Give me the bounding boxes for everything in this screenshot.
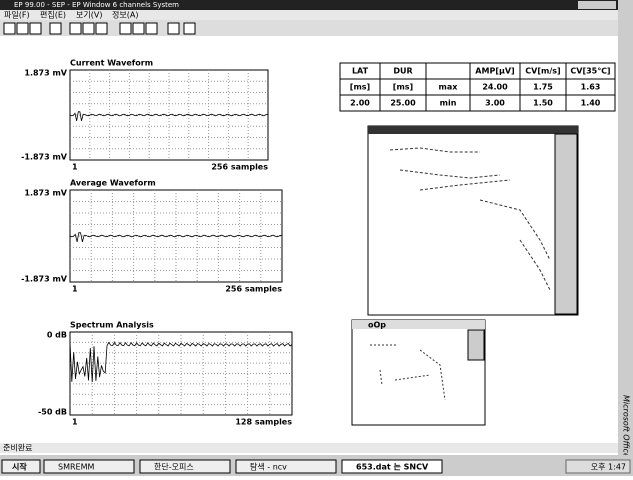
x-axis-end: 256 samples <box>225 285 282 294</box>
tool-button[interactable] <box>168 23 179 34</box>
task-label[interactable]: 탐색 - ncv <box>250 462 287 472</box>
window-controls[interactable] <box>578 1 616 9</box>
table-value: 1.50 <box>533 99 553 108</box>
panel-title: Average Waveform <box>70 179 156 188</box>
tool-button[interactable] <box>120 23 131 34</box>
table-header: DUR <box>393 67 412 76</box>
table-value: max <box>439 83 459 92</box>
x-axis-start: 1 <box>72 418 78 427</box>
result-table: LAT DUR AMP[µV] CV[m/s] CV[35℃] [ms] [ms] max 24… <box>340 63 615 111</box>
office-bar-label: Microsoft Office <box>622 395 631 458</box>
screen: EP 99.00 - SEP - EP Window 6 channels Sy… <box>0 0 633 476</box>
table-header: CV[35℃] <box>570 67 610 76</box>
table-value: [ms] <box>350 83 370 92</box>
table-header: AMP[µV] <box>475 67 514 76</box>
y-axis-top: 1.873 mV <box>24 189 67 198</box>
tool-button[interactable] <box>30 23 41 34</box>
tool-button[interactable] <box>83 23 94 34</box>
trace-window <box>368 126 578 315</box>
table-value: 2.00 <box>350 99 370 108</box>
table-value: 1.63 <box>581 83 601 92</box>
table-value: 24.00 <box>482 83 508 92</box>
spectrum-window <box>352 320 485 425</box>
tool-button[interactable] <box>17 23 28 34</box>
clock: 오후 1:47 <box>591 463 626 472</box>
x-axis-start: 1 <box>72 163 78 172</box>
table-value: 1.40 <box>581 99 601 108</box>
window-title: EP 99.00 - SEP - EP Window 6 channels Sy… <box>14 1 179 9</box>
tool-button[interactable] <box>96 23 107 34</box>
x-axis-start: 1 <box>72 285 78 294</box>
tool-button[interactable] <box>146 23 157 34</box>
task-label[interactable]: 한단-오피스 <box>154 462 194 472</box>
x-axis-end: 128 samples <box>235 418 292 427</box>
start-label[interactable]: 시작 <box>12 462 27 472</box>
table-value: 3.00 <box>485 99 505 108</box>
y-axis-bottom: -1.873 mV <box>21 153 68 162</box>
menu-item[interactable]: 파일(F) <box>4 11 30 20</box>
table-header: CV[m/s] <box>525 67 560 76</box>
subwindow-title: oOp <box>368 321 386 330</box>
tool-button[interactable] <box>133 23 144 34</box>
subwindow-buttons[interactable] <box>468 330 484 360</box>
tool-button[interactable] <box>4 23 15 34</box>
tool-button[interactable] <box>50 23 61 34</box>
panel-title: Current Waveform <box>70 59 153 68</box>
y-axis-top: 0 dB <box>47 331 67 340</box>
table-cell <box>426 63 470 79</box>
y-axis-bottom: -1.873 mV <box>21 275 68 284</box>
status-bar <box>0 443 618 453</box>
table-value: [ms] <box>393 83 413 92</box>
y-axis-bottom: -50 dB <box>38 408 67 417</box>
table-value: min <box>440 99 457 108</box>
subwindow-scrollbar[interactable] <box>555 134 577 314</box>
x-axis-end: 256 samples <box>211 163 268 172</box>
status-text: 준비완료 <box>3 444 32 453</box>
table-value: 25.00 <box>390 99 416 108</box>
tool-button[interactable] <box>70 23 81 34</box>
tool-button[interactable] <box>184 23 195 34</box>
subwindow-title-bar <box>368 126 578 134</box>
menu-item[interactable]: 정보(A) <box>112 10 138 20</box>
menu-item[interactable]: 편집(E) <box>40 10 66 20</box>
panel-title: Spectrum Analysis <box>70 321 154 330</box>
menu-item[interactable]: 보기(V) <box>76 11 102 20</box>
table-value: 1.75 <box>533 83 553 92</box>
task-label[interactable]: 653.dat 는 SNCV <box>356 463 429 472</box>
table-header: LAT <box>352 67 369 76</box>
task-label[interactable]: SMREMM <box>58 463 94 472</box>
y-axis-top: 1.873 mV <box>24 69 67 78</box>
